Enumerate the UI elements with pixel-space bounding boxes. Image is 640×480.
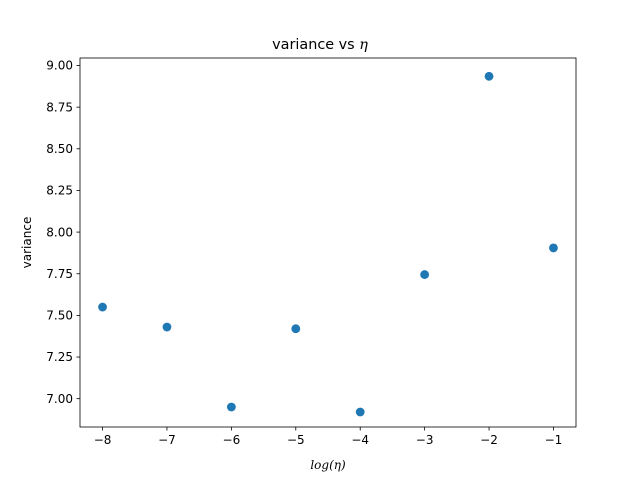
y-tick-label: 7.75	[46, 267, 73, 281]
x-tick-label: −1	[545, 433, 563, 447]
chart-title-symbol: η	[359, 37, 368, 53]
x-tick-label: −3	[416, 433, 434, 447]
y-tick-label: 7.50	[46, 309, 73, 323]
x-tick-label: −5	[287, 433, 305, 447]
y-axis-label: variance	[20, 217, 34, 269]
data-point	[291, 324, 301, 334]
svg-text:variance vs η: variance vs η	[272, 37, 368, 53]
y-axis-ticks: 7.00 7.25 7.50 7.75 8.00 8.25 8.50 8.75 9.00	[46, 59, 80, 406]
plot-area-frame	[79, 57, 577, 428]
x-tick-label: −8	[94, 433, 112, 447]
data-point	[355, 407, 365, 417]
y-tick-label: 7.00	[46, 392, 73, 406]
x-tick-label: −6	[223, 433, 241, 447]
y-tick-label: 8.75	[46, 100, 73, 114]
data-point	[98, 302, 107, 312]
x-axis-label: log(η)	[310, 458, 346, 472]
data-point	[484, 71, 494, 81]
data-point	[226, 402, 236, 412]
chart-title-prefix: variance vs	[272, 37, 359, 53]
y-tick-label: 8.50	[46, 142, 73, 156]
y-tick-label: 9.00	[46, 59, 73, 73]
data-point	[420, 270, 430, 279]
x-tick-label: −4	[351, 433, 369, 447]
data-point	[549, 243, 558, 253]
y-tick-label: 8.25	[46, 184, 73, 198]
x-tick-label: −2	[480, 433, 498, 447]
data-point	[162, 322, 172, 332]
y-tick-label: 7.25	[46, 350, 73, 364]
chart-title: variance vs η	[272, 37, 368, 53]
y-tick-label: 8.00	[46, 225, 73, 239]
data-points	[98, 71, 558, 417]
x-axis-ticks: −8 −7 −6 −5 −4 −3 −2 −1	[94, 427, 563, 447]
x-tick-label: −7	[158, 433, 176, 447]
